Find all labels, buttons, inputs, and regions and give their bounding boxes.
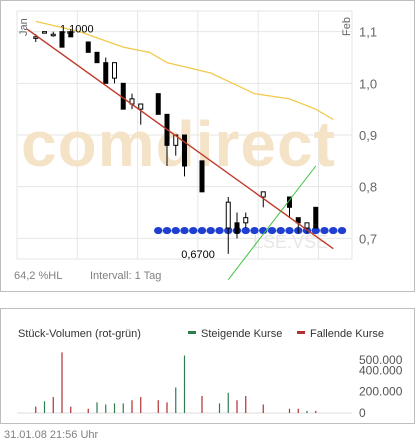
volume-tick-label: 500.000 bbox=[359, 353, 403, 367]
support-dot bbox=[285, 226, 294, 235]
support-dot bbox=[189, 226, 198, 235]
legend-swatch-falling bbox=[297, 331, 305, 334]
candle-body bbox=[225, 201, 231, 229]
support-dot bbox=[337, 226, 347, 235]
candle-body bbox=[260, 191, 266, 198]
support-dot bbox=[154, 226, 163, 235]
volatility-label: 64,2 %HL bbox=[14, 270, 63, 282]
candle-body bbox=[68, 31, 74, 38]
candle bbox=[85, 41, 91, 53]
candle-body bbox=[313, 206, 319, 229]
candle bbox=[50, 31, 56, 37]
candle bbox=[59, 31, 65, 48]
support-dot bbox=[329, 226, 338, 235]
candle bbox=[225, 197, 231, 254]
support-dot bbox=[267, 226, 277, 235]
support-dot bbox=[276, 226, 285, 235]
support-dot bbox=[171, 226, 180, 235]
y-tick-label: 1,1 bbox=[359, 25, 377, 40]
candle bbox=[103, 57, 109, 84]
candle bbox=[304, 222, 310, 234]
volume-chart-panel: Stück-Volumen (rot-grün) Steigende Kurse F… bbox=[0, 308, 415, 424]
support-dot bbox=[259, 226, 268, 235]
volume-plot-area: Stück-Volumen (rot-grün) Steigende Kurse F… bbox=[17, 328, 403, 420]
x-tick-label: Feb bbox=[341, 17, 353, 36]
uptrend-line bbox=[227, 165, 317, 280]
timestamp: 31.01.08 21:56 Uhr bbox=[4, 429, 99, 441]
candle-body bbox=[155, 93, 161, 115]
volume-tick-label: 0 bbox=[359, 406, 366, 420]
volume-tick-label: 400.000 bbox=[359, 363, 403, 377]
support-dot bbox=[180, 226, 189, 235]
support-dot bbox=[206, 226, 215, 235]
moving-average-line bbox=[35, 20, 334, 121]
y-tick-label: 1,0 bbox=[359, 76, 377, 91]
candle bbox=[94, 51, 100, 64]
legend-label-rising: Steigende Kurse bbox=[201, 328, 282, 340]
support-dot bbox=[320, 226, 329, 235]
candle-body bbox=[94, 51, 100, 64]
support-dot bbox=[215, 226, 224, 235]
volume-title: Stück-Volumen (rot-grün) bbox=[18, 328, 141, 340]
candle bbox=[260, 191, 266, 208]
candle-body bbox=[234, 222, 240, 234]
candle bbox=[234, 212, 240, 239]
price-plot-area: 1,1 1,0 0,9 0,8 0,7 comdirect LSE.VSE Jan Feb 1,1… bbox=[16, 10, 377, 280]
candle bbox=[199, 160, 205, 193]
candle-body bbox=[138, 103, 144, 110]
support-dot bbox=[162, 226, 172, 235]
candle-body bbox=[182, 134, 187, 167]
candle bbox=[243, 212, 249, 228]
y-tick-label: 0,8 bbox=[359, 180, 377, 195]
price-chart: 1,1 1,0 0,9 0,8 0,7 comdirect LSE.VSE Jan Feb 1,1… bbox=[16, 10, 377, 280]
candle-body bbox=[50, 33, 56, 37]
candle-body bbox=[85, 41, 91, 53]
candle-body bbox=[243, 217, 249, 224]
watermark-sub: LSE.VSE bbox=[253, 232, 328, 252]
low-annotation: 0,6700 bbox=[181, 249, 215, 261]
y-tick-label: 0,9 bbox=[359, 128, 377, 143]
candle-body bbox=[112, 62, 117, 79]
candle bbox=[42, 31, 47, 34]
legend-swatch-rising bbox=[188, 331, 196, 334]
watermark: comdirect bbox=[21, 108, 336, 180]
support-dot bbox=[197, 226, 207, 235]
candle bbox=[155, 93, 161, 115]
candle bbox=[313, 206, 319, 229]
y-tick-label: 0,7 bbox=[359, 231, 377, 246]
volume-chart: Stück-Volumen (rot-grün) Steigende Kurse F… bbox=[17, 328, 403, 420]
price-chart-panel: 1,1 1,0 0,9 0,8 0,7 comdirect LSE.VSE Jan Feb 1,1… bbox=[0, 0, 415, 292]
candle-body bbox=[304, 222, 310, 229]
volume-tick-label: 200.000 bbox=[359, 385, 403, 399]
support-dot bbox=[241, 226, 250, 235]
candle-body bbox=[199, 160, 205, 193]
support-dot bbox=[311, 226, 320, 235]
interval-label: Intervall: 1 Tag bbox=[90, 270, 162, 282]
downtrend-line bbox=[26, 28, 334, 250]
support-dot bbox=[250, 226, 259, 235]
high-annotation: 1,1000 bbox=[60, 24, 94, 36]
candle-body bbox=[59, 31, 65, 48]
candle bbox=[68, 29, 74, 38]
candle bbox=[138, 103, 144, 125]
candle bbox=[112, 62, 117, 84]
legend-label-falling: Fallende Kurse bbox=[310, 328, 384, 340]
candle-body bbox=[42, 31, 47, 34]
x-tick-label: Jan bbox=[18, 18, 30, 36]
candle-body bbox=[103, 62, 109, 84]
